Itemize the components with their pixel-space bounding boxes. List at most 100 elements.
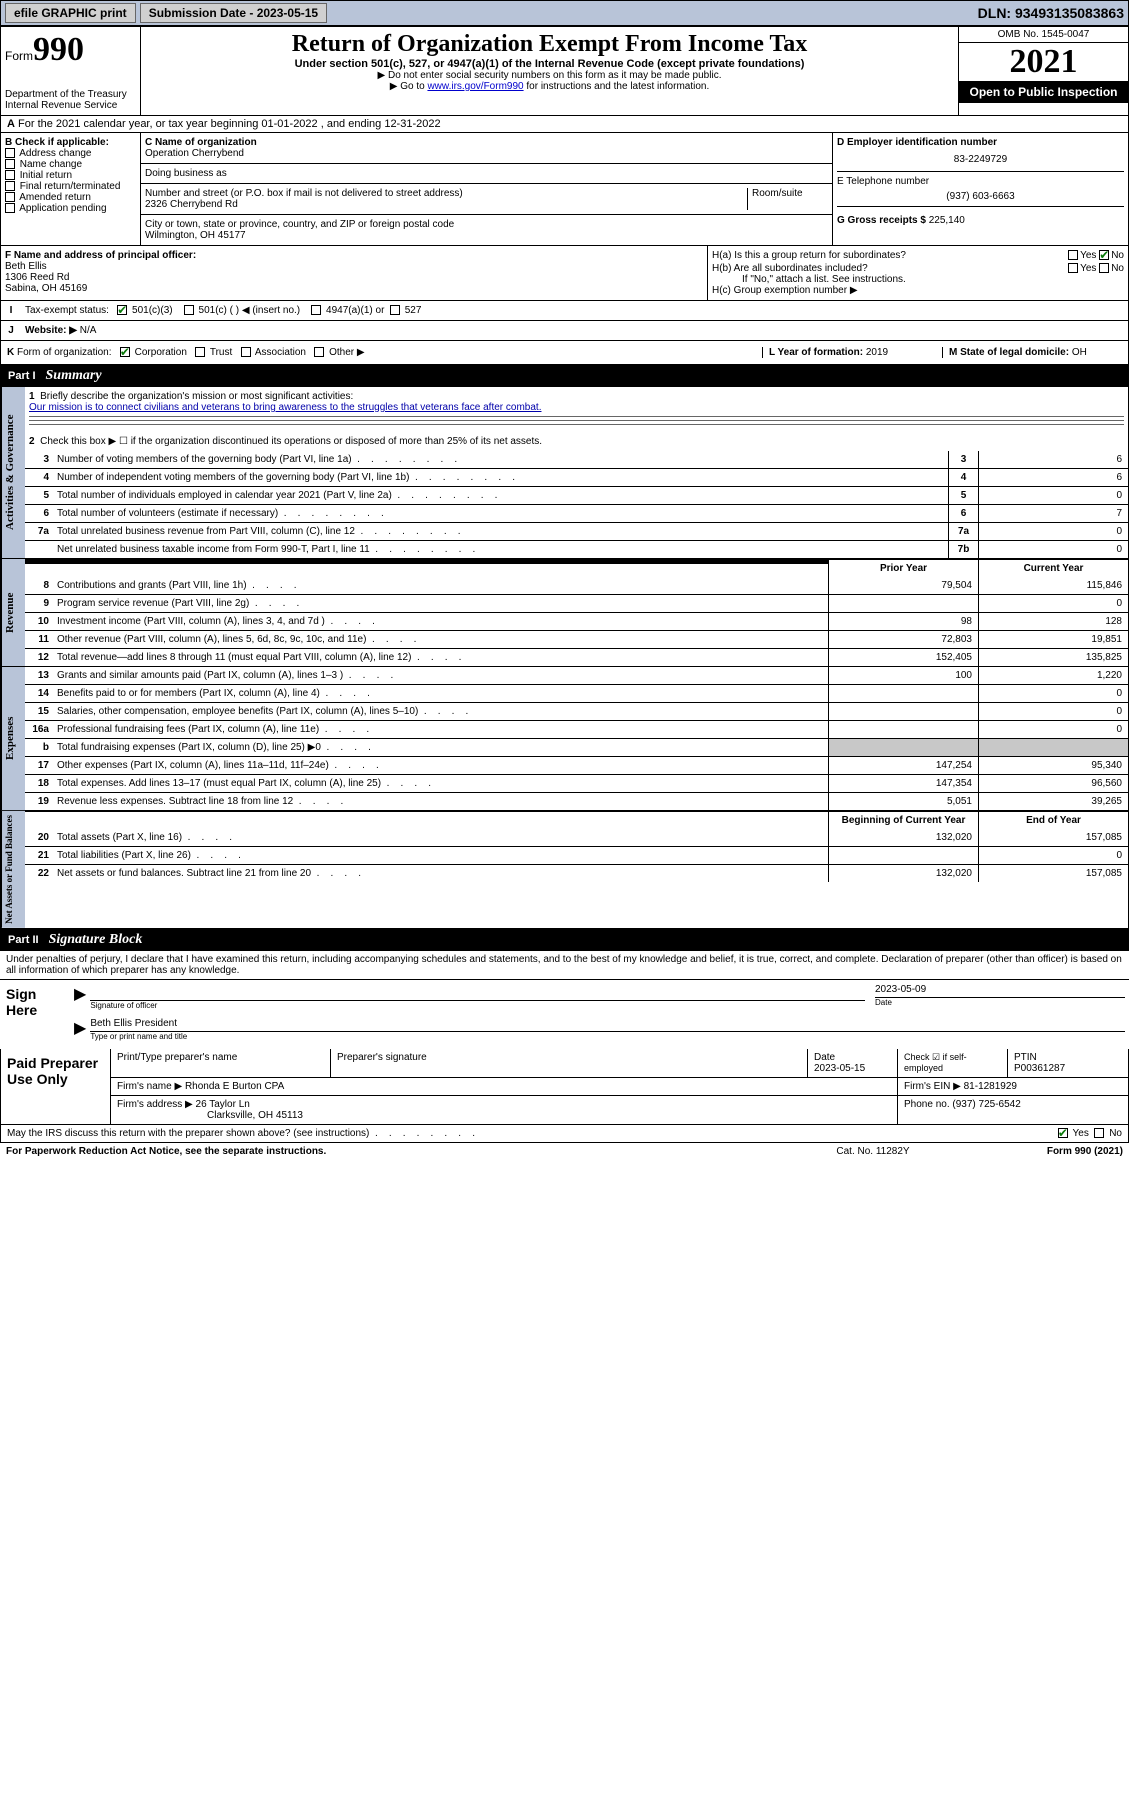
row-i: I Tax-exempt status: 501(c)(3) 501(c) ( … [0, 301, 1129, 321]
firm-name: Rhonda E Burton CPA [185, 1081, 284, 1092]
col-h: H(a) Is this a group return for subordin… [708, 246, 1128, 300]
dln-label: DLN: 93493135083863 [978, 5, 1124, 21]
dept-label: Department of the Treasury [5, 89, 136, 100]
data-line: 12Total revenue—add lines 8 through 11 (… [25, 648, 1128, 666]
officer-name: Beth Ellis [5, 261, 703, 272]
header-center: Return of Organization Exempt From Incom… [141, 27, 958, 115]
gov-line: Net unrelated business taxable income fr… [25, 540, 1128, 558]
data-line: 8Contributions and grants (Part VIII, li… [25, 577, 1128, 594]
omb-number: OMB No. 1545-0047 [959, 27, 1128, 43]
irs-link[interactable]: www.irs.gov/Form990 [427, 81, 523, 92]
perjury-declaration: Under penalties of perjury, I declare th… [0, 951, 1129, 979]
discuss-no-checkbox[interactable] [1094, 1128, 1104, 1138]
hb-yes-checkbox[interactable] [1068, 263, 1078, 273]
org-name: Operation Cherrybend [145, 148, 828, 159]
col-f: F Name and address of principal officer:… [1, 246, 708, 300]
col-b-option: Final return/terminated [5, 181, 136, 192]
col-b-option: Amended return [5, 192, 136, 203]
gov-line: 4Number of independent voting members of… [25, 468, 1128, 486]
data-line: 18Total expenses. Add lines 13–17 (must … [25, 774, 1128, 792]
instr-1: ▶ Do not enter social security numbers o… [145, 70, 954, 81]
instr-2: ▶ Go to www.irs.gov/Form990 for instruct… [145, 81, 954, 92]
data-line: 19Revenue less expenses. Subtract line 1… [25, 792, 1128, 810]
footer: For Paperwork Reduction Act Notice, see … [0, 1143, 1129, 1160]
501c3-checkbox[interactable] [117, 305, 127, 315]
arrow-icon: ▶ [74, 1018, 86, 1041]
efile-button[interactable]: efile GRAPHIC print [5, 3, 136, 23]
officer-name-title: Beth Ellis President [90, 1018, 1125, 1029]
firm-ein: 81-1281929 [964, 1081, 1017, 1092]
form-number: 990 [33, 31, 84, 68]
arrow-icon: ▶ [74, 984, 86, 1010]
firm-phone: (937) 725-6542 [952, 1099, 1020, 1110]
activities-governance-section: Activities & Governance 1 Briefly descri… [1, 387, 1128, 558]
data-line: 10Investment income (Part VIII, column (… [25, 612, 1128, 630]
corp-checkbox[interactable] [120, 347, 130, 357]
row-j: J Website: ▶ N/A [0, 321, 1129, 341]
col-d-e-g: D Employer identification number 83-2249… [833, 133, 1128, 245]
revenue-section: Revenue Prior Year Current Year 8Contrib… [1, 558, 1128, 666]
irs-label: Internal Revenue Service [5, 100, 136, 111]
expenses-section: Expenses 13Grants and similar amounts pa… [1, 666, 1128, 810]
gov-line: 6Total number of volunteers (estimate if… [25, 504, 1128, 522]
col-b-option: Application pending [5, 203, 136, 214]
gov-line: 7aTotal unrelated business revenue from … [25, 522, 1128, 540]
col-b-option: Initial return [5, 170, 136, 181]
state-domicile: OH [1072, 347, 1087, 358]
row-a: A For the 2021 calendar year, or tax yea… [0, 116, 1129, 133]
col-b-option: Address change [5, 148, 136, 159]
open-to-public: Open to Public Inspection [959, 81, 1128, 103]
col-b-option: Name change [5, 159, 136, 170]
data-line: 11Other revenue (Part VIII, column (A), … [25, 630, 1128, 648]
part-1-body: Activities & Governance 1 Briefly descri… [0, 387, 1129, 929]
gov-line: 3Number of voting members of the governi… [25, 451, 1128, 468]
topbar: efile GRAPHIC print Submission Date - 20… [0, 0, 1129, 26]
gross-receipts: 225,140 [929, 215, 965, 226]
part-2-header: Part II Signature Block [0, 929, 1129, 951]
data-line: 22Net assets or fund balances. Subtract … [25, 864, 1128, 882]
part-1-header: Part I Summary [0, 365, 1129, 387]
header-right: OMB No. 1545-0047 2021 Open to Public In… [958, 27, 1128, 115]
signature-date: 2023-05-09 [875, 984, 1125, 995]
header-left: Form990 Department of the Treasury Inter… [1, 27, 141, 115]
website: N/A [80, 325, 97, 336]
form-subtitle: Under section 501(c), 527, or 4947(a)(1)… [145, 58, 954, 70]
ein: 83-2249729 [837, 154, 1124, 165]
irs-discuss-row: May the IRS discuss this return with the… [0, 1125, 1129, 1143]
data-line: 17Other expenses (Part IX, column (A), l… [25, 756, 1128, 774]
ha-no-checkbox[interactable] [1099, 250, 1109, 260]
ha-yes-checkbox[interactable] [1068, 250, 1078, 260]
data-line: 13Grants and similar amounts paid (Part … [25, 667, 1128, 684]
form-word: Form [5, 49, 33, 63]
street-address: 2326 Cherrybend Rd [145, 199, 743, 210]
col-b: B Check if applicable: Address change Na… [1, 133, 141, 245]
submission-date-button[interactable]: Submission Date - 2023-05-15 [140, 3, 327, 23]
paid-preparer-section: Paid Preparer Use Only Print/Type prepar… [0, 1049, 1129, 1125]
form-header: Form990 Department of the Treasury Inter… [0, 26, 1129, 116]
sign-here-row: Sign Here ▶ Signature of officer 2023-05… [0, 979, 1129, 1049]
mission-text: Our mission is to connect civilians and … [29, 402, 1124, 413]
data-line: 20Total assets (Part X, line 16)132,0201… [25, 829, 1128, 846]
data-line: 16aProfessional fundraising fees (Part I… [25, 720, 1128, 738]
firm-address: 26 Taylor Ln [196, 1099, 250, 1110]
gov-line: 5Total number of individuals employed in… [25, 486, 1128, 504]
telephone: (937) 603-6663 [837, 191, 1124, 202]
col-c: C Name of organization Operation Cherryb… [141, 133, 833, 245]
net-assets-section: Net Assets or Fund Balances Beginning of… [1, 810, 1128, 928]
year-formation: 2019 [866, 347, 888, 358]
preparer-date: 2023-05-15 [814, 1063, 891, 1074]
data-line: 14Benefits paid to or for members (Part … [25, 684, 1128, 702]
data-line: 15Salaries, other compensation, employee… [25, 702, 1128, 720]
ptin: P00361287 [1014, 1063, 1122, 1074]
data-line: 9Program service revenue (Part VIII, lin… [25, 594, 1128, 612]
city-state-zip: Wilmington, OH 45177 [145, 230, 828, 241]
data-line: bTotal fundraising expenses (Part IX, co… [25, 738, 1128, 756]
row-k-l-m: K Form of organization: Corporation Trus… [0, 341, 1129, 365]
data-line: 21Total liabilities (Part X, line 26)0 [25, 846, 1128, 864]
hb-no-checkbox[interactable] [1099, 263, 1109, 273]
discuss-yes-checkbox[interactable] [1058, 1128, 1068, 1138]
form-title: Return of Organization Exempt From Incom… [145, 31, 954, 58]
row-f-h: F Name and address of principal officer:… [0, 246, 1129, 301]
section-b-to-g: B Check if applicable: Address change Na… [0, 133, 1129, 246]
tax-year: 2021 [959, 43, 1128, 81]
